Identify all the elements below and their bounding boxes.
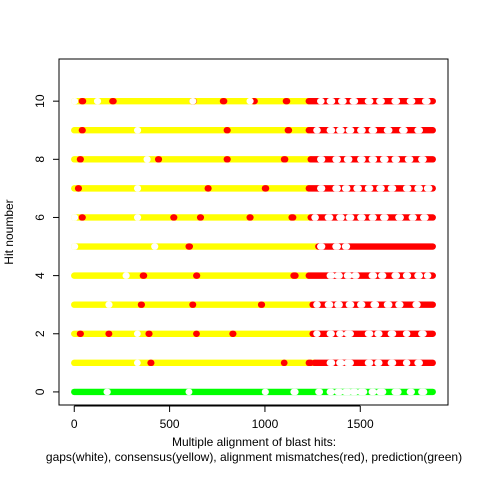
x-axis: 0 500 1000 1500 xyxy=(71,405,374,431)
x-axis-title-line2: gaps(white), consensus(yellow), alignmen… xyxy=(46,450,462,464)
y-tick-label: 6 xyxy=(33,214,47,221)
y-tick-label: 4 xyxy=(33,272,47,279)
y-axis-title: Hit noumber xyxy=(2,199,16,264)
x-tick-label: 1000 xyxy=(252,417,279,431)
y-tick-label: 8 xyxy=(33,156,47,163)
y-axis: 0 2 4 6 8 10 xyxy=(33,94,60,395)
x-tick-label: 1500 xyxy=(347,417,374,431)
y-tick-label: 10 xyxy=(33,94,47,108)
x-tick-label: 0 xyxy=(71,417,78,431)
x-tick-label: 500 xyxy=(160,417,180,431)
x-axis-title-line1: Multiple alignment of blast hits: xyxy=(172,435,336,449)
data-layer xyxy=(71,97,436,396)
y-tick-label: 2 xyxy=(33,330,47,337)
y-tick-label: 0 xyxy=(33,388,47,395)
